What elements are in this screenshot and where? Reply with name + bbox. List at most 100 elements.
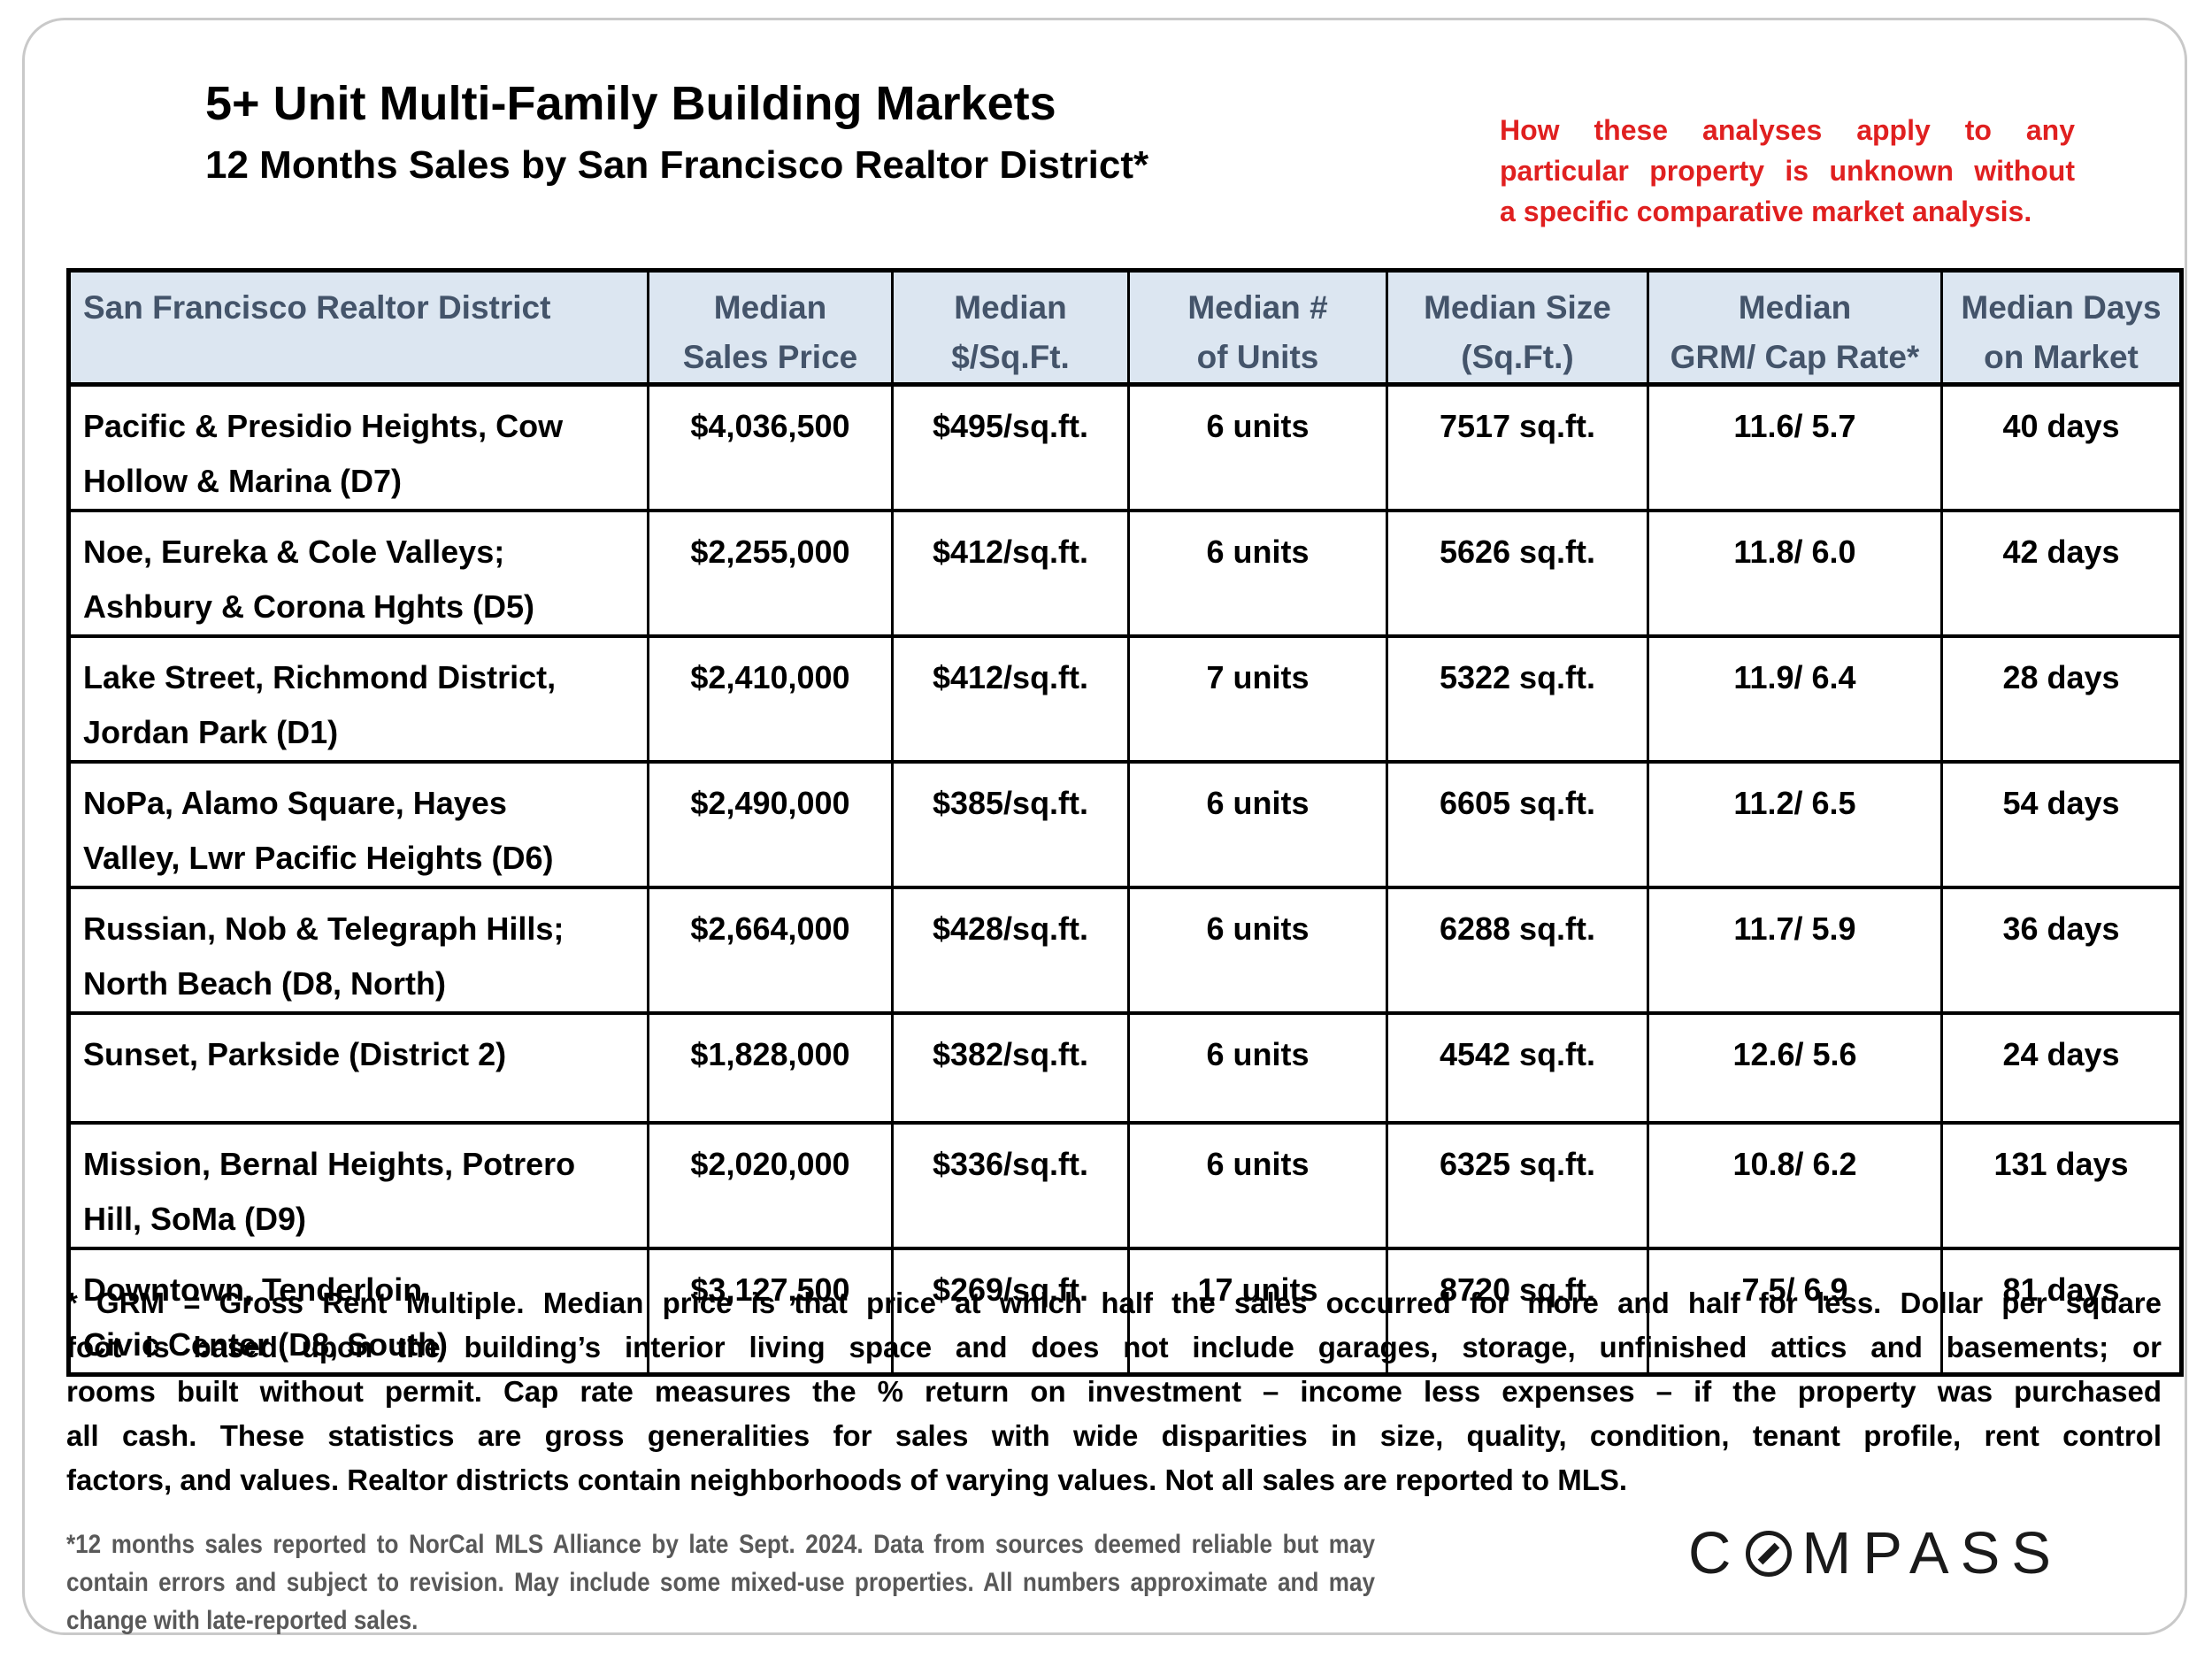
district-line: Mission, Bernal Heights, Potrero [83, 1146, 576, 1182]
col-header-size: Median Size (Sq.Ft.) [1386, 268, 1649, 387]
col-header-dom: Median Days on Market [1940, 268, 2183, 387]
header-line: (Sq.Ft.) [1461, 339, 1574, 375]
cell-size: 4542 sq.ft. [1386, 1011, 1649, 1125]
market-table-wrap: San Francisco Realtor District Median Sal… [66, 268, 2184, 1377]
district-line: Noe, Eureka & Cole Valleys; [83, 534, 505, 570]
cell-grm-cap: 11.2/ 6.5 [1647, 760, 1943, 889]
district-line: Valley, Lwr Pacific Heights (D6) [83, 840, 554, 876]
table-row: NoPa, Alamo Square, Hayes Valley, Lwr Pac… [67, 760, 2183, 889]
header-line: $/Sq.Ft. [951, 339, 1070, 375]
cell-size: 5626 sq.ft. [1386, 509, 1649, 638]
district-line: Jordan Park (D1) [83, 714, 339, 750]
header-line: San Francisco Realtor District [83, 289, 551, 326]
cell-district: Lake Street, Richmond District, Jordan Pa… [67, 634, 649, 764]
cell-ppsf: $336/sq.ft. [891, 1121, 1130, 1250]
cell-size: 5322 sq.ft. [1386, 634, 1649, 764]
district-line: Downtown, Tenderloin, [83, 1271, 432, 1308]
cell-units: 6 units [1127, 382, 1388, 512]
logo-letters-rest: MPASS [1801, 1520, 2062, 1586]
disclaimer-line: How these analyses apply to any [1500, 114, 2075, 146]
district-line: Russian, Nob & Telegraph Hills; [83, 910, 565, 947]
district-line: Hollow & Marina (D7) [83, 463, 403, 499]
market-table: San Francisco Realtor District Median Sal… [66, 268, 2184, 1377]
header-line: GRM/ Cap Rate* [1670, 339, 1920, 375]
cell-price: $4,036,500 [647, 382, 894, 512]
footnote-line: * GRM = Gross Rent Multiple. Median pric… [66, 1286, 2162, 1319]
page-title: 5+ Unit Multi-Family Building Markets [205, 77, 1056, 130]
header-line: on Market [1984, 339, 2139, 375]
cell-ppsf: $269/sq.ft. [891, 1247, 1130, 1377]
header-line: Median [954, 289, 1067, 326]
cell-district: Russian, Nob & Telegraph Hills; North Bea… [67, 886, 649, 1015]
cell-dom: 24 days [1940, 1011, 2183, 1125]
header-line: of Units [1196, 339, 1319, 375]
cell-size: 8720 sq.ft. [1386, 1247, 1649, 1377]
cell-district: Noe, Eureka & Cole Valleys; Ashbury & Cor… [67, 509, 649, 638]
cell-district: Downtown, Tenderloin, Civic Center (D8, S… [67, 1247, 649, 1377]
cell-ppsf: $428/sq.ft. [891, 886, 1130, 1015]
table-row: Sunset, Parkside (District 2) $1,828,000… [67, 1011, 2183, 1125]
cell-ppsf: $412/sq.ft. [891, 634, 1130, 764]
logo-letter-c: C [1688, 1520, 1743, 1586]
district-line: NoPa, Alamo Square, Hayes [83, 785, 507, 821]
cell-district: Pacific & Presidio Heights, Cow Hollow & … [67, 382, 649, 512]
col-header-sales-price: Median Sales Price [647, 268, 894, 387]
header-line: Median [713, 289, 827, 326]
cell-ppsf: $495/sq.ft. [891, 382, 1130, 512]
cell-dom: 131 days [1940, 1121, 2183, 1250]
cell-district: NoPa, Alamo Square, Hayes Valley, Lwr Pac… [67, 760, 649, 889]
cell-units: 7 units [1127, 634, 1388, 764]
cell-units: 6 units [1127, 509, 1388, 638]
header-row: San Francisco Realtor District Median Sal… [67, 268, 2183, 387]
cell-dom: 40 days [1940, 382, 2183, 512]
table-row: Lake Street, Richmond District, Jordan Pa… [67, 634, 2183, 764]
cell-grm-cap: 11.9/ 6.4 [1647, 634, 1943, 764]
footnote-line: *12 months sales reported to NorCal MLS … [66, 1530, 1375, 1559]
footnote-line: change with late-reported sales. [66, 1606, 419, 1635]
disclaimer-note: How these analyses apply to any particul… [1500, 110, 2075, 232]
col-header-units: Median # of Units [1127, 268, 1388, 387]
col-header-ppsf: Median $/Sq.Ft. [891, 268, 1130, 387]
mls-footnote: *12 months sales reported to NorCal MLS … [66, 1525, 1375, 1640]
district-line: Pacific & Presidio Heights, Cow [83, 408, 564, 444]
district-line: Ashbury & Corona Hghts (D5) [83, 588, 535, 625]
cell-size: 7517 sq.ft. [1386, 382, 1649, 512]
compass-logo: C MPASS [1688, 1524, 2062, 1583]
disclaimer-line: particular property is unknown without [1500, 155, 2075, 187]
cell-dom: 36 days [1940, 886, 2183, 1015]
district-line: Lake Street, Richmond District, [83, 659, 557, 695]
grm-footnote: * GRM = Gross Rent Multiple. Median pric… [66, 1281, 2162, 1502]
district-line: Civic Center (D8, South) [83, 1326, 449, 1363]
footnote-line: foot is based upon the building’s interi… [66, 1331, 2162, 1363]
cell-price: $2,410,000 [647, 634, 894, 764]
header-line: Median # [1187, 289, 1328, 326]
cell-price: $2,490,000 [647, 760, 894, 889]
header-line: Median [1738, 289, 1852, 326]
page-subtitle: 12 Months Sales by San Francisco Realtor… [205, 143, 1149, 187]
cell-price: $2,664,000 [647, 886, 894, 1015]
cell-size: 6325 sq.ft. [1386, 1121, 1649, 1250]
col-header-grm-cap: Median GRM/ Cap Rate* [1647, 268, 1943, 387]
cell-ppsf: $382/sq.ft. [891, 1011, 1130, 1125]
cell-dom: 81 days [1940, 1247, 2183, 1377]
cell-price: $1,828,000 [647, 1011, 894, 1125]
compass-dial-icon [1746, 1530, 1793, 1577]
cell-dom: 42 days [1940, 509, 2183, 638]
cell-grm-cap: 7.5/ 6.9 [1647, 1247, 1943, 1377]
cell-dom: 28 days [1940, 634, 2183, 764]
district-line: Sunset, Parkside (District 2) [83, 1036, 507, 1072]
table-row: Russian, Nob & Telegraph Hills; North Bea… [67, 886, 2183, 1015]
cell-units: 6 units [1127, 1011, 1388, 1125]
cell-grm-cap: 11.8/ 6.0 [1647, 509, 1943, 638]
cell-district: Mission, Bernal Heights, Potrero Hill, So… [67, 1121, 649, 1250]
cell-size: 6605 sq.ft. [1386, 760, 1649, 889]
header-line: Median Size [1424, 289, 1611, 326]
district-line: North Beach (D8, North) [83, 965, 447, 1002]
table-row: Noe, Eureka & Cole Valleys; Ashbury & Cor… [67, 509, 2183, 638]
cell-ppsf: $412/sq.ft. [891, 509, 1130, 638]
cell-grm-cap: 10.8/ 6.2 [1647, 1121, 1943, 1250]
district-line: Hill, SoMa (D9) [83, 1201, 307, 1237]
footnote-line: rooms built without permit. Cap rate mea… [66, 1375, 2162, 1408]
footnote-line: contain errors and subject to revision. … [66, 1568, 1375, 1597]
cell-dom: 54 days [1940, 760, 2183, 889]
